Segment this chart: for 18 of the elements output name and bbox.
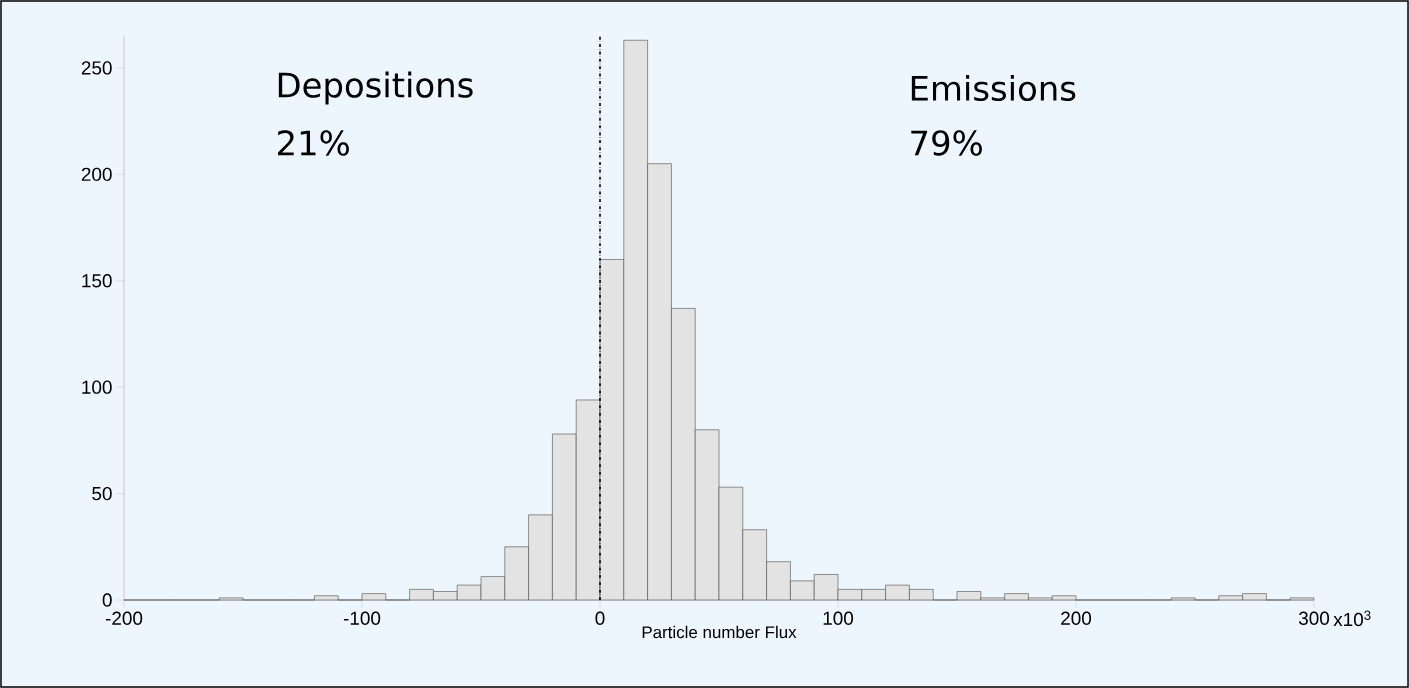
y-tick-label: 50 (92, 486, 112, 501)
annotation: 79% (911, 130, 982, 156)
x-axis-title: Particle number Flux (642, 625, 797, 639)
y-tick-label: 200 (81, 167, 112, 182)
y-tick-label: 150 (82, 274, 112, 288)
x-tick-label: 300 (1298, 611, 1330, 625)
x-tick-label: -200 (105, 611, 143, 625)
x-tick-label: -100 (343, 611, 381, 625)
text: x10$^{3}$ (1333, 610, 1371, 627)
annotation: 21% (278, 130, 349, 156)
x-tick-label: 100 (823, 611, 854, 625)
y-tick-label: 250 (81, 61, 112, 75)
annotation: Depositions (278, 71, 473, 105)
x-tick-label: 0 (595, 611, 605, 625)
x-tick-label: 200 (1061, 611, 1092, 625)
y-tick-label: 0 (102, 593, 112, 607)
annotation: Emissions (911, 74, 1076, 102)
y-tick-label: 100 (82, 380, 112, 394)
